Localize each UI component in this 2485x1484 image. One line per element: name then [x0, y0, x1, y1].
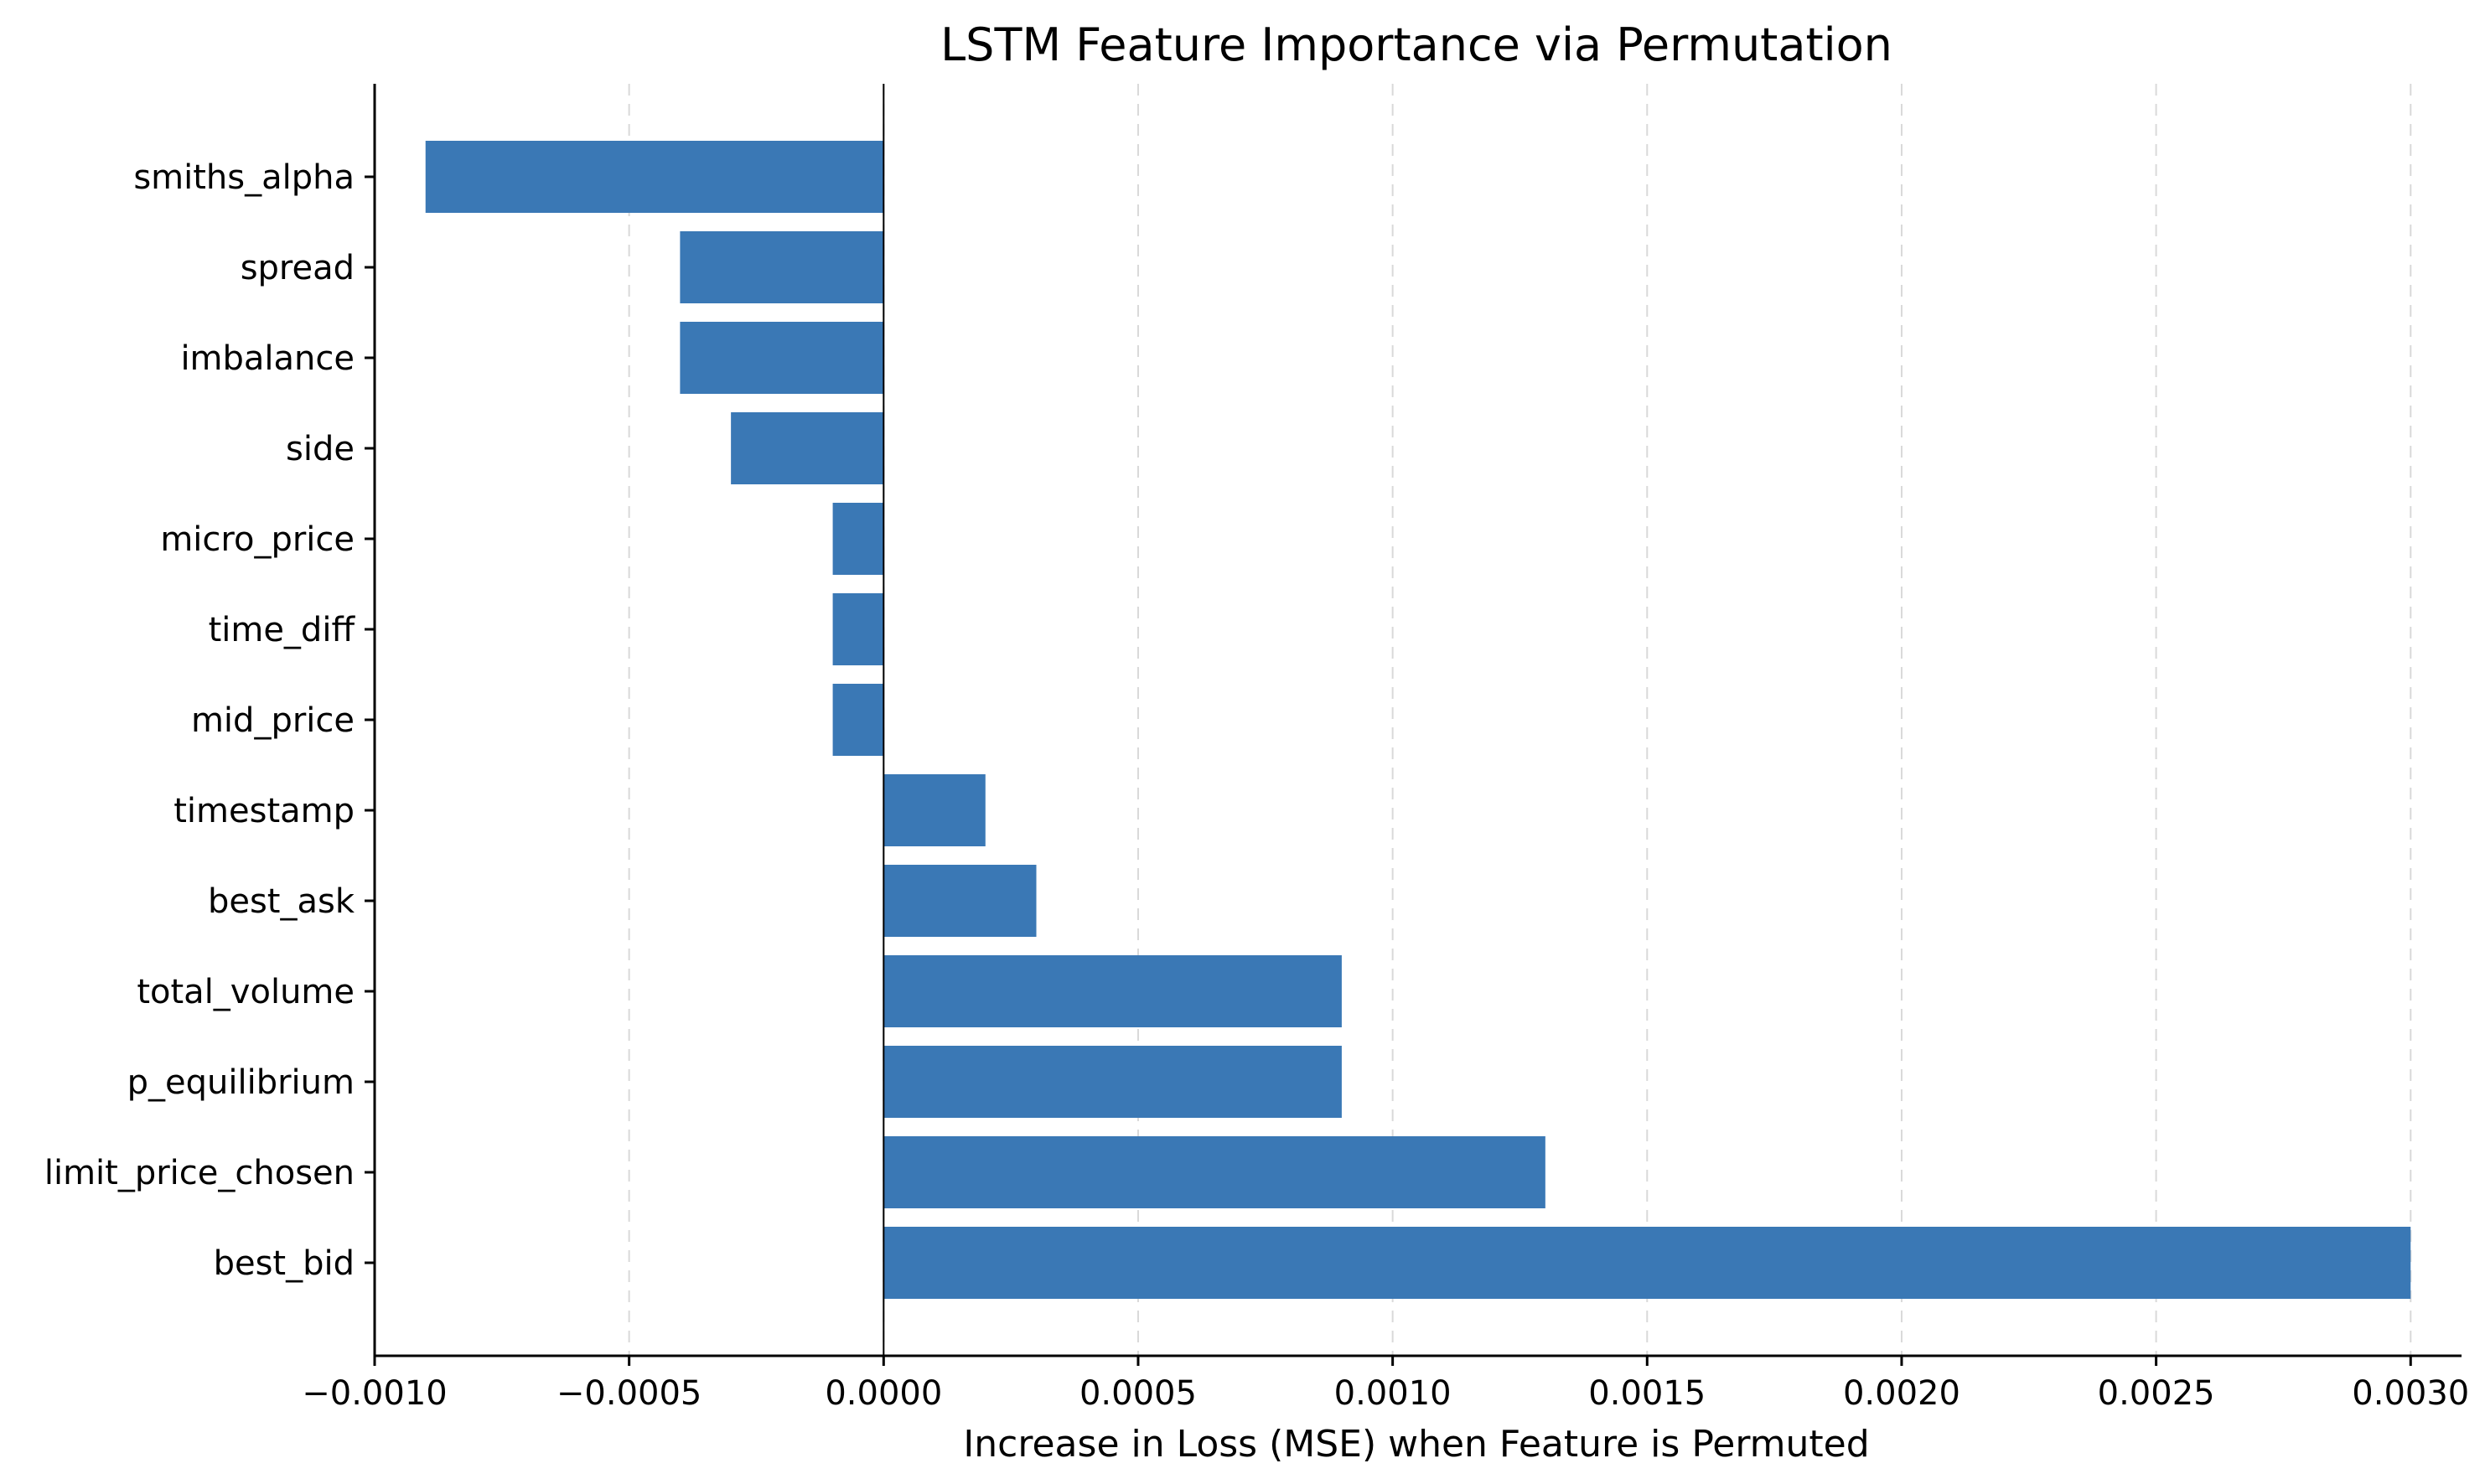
y-tick-label: mid_price [191, 701, 355, 740]
chart-title: LSTM Feature Importance via Permutation [940, 18, 1892, 71]
x-tick-label: 0.0020 [1843, 1374, 1960, 1413]
x-tick-label: 0.0025 [2098, 1374, 2215, 1413]
x-tick-label: 0.0010 [1334, 1374, 1452, 1413]
x-tick-labels: −0.0010 −0.0005 0.0000 0.0005 0.0010 0.0015 0.… [302, 1356, 2469, 1413]
y-tick-label: micro_price [160, 520, 355, 559]
y-tick-label: total_volume [137, 973, 355, 1011]
bar-smiths-alpha [425, 141, 884, 213]
bar-time-diff [832, 593, 884, 665]
x-tick-label: −0.0005 [557, 1374, 701, 1413]
y-tick-label: spread [241, 249, 355, 287]
bar-imbalance [680, 322, 884, 394]
y-tick-label: limit_price_chosen [44, 1154, 355, 1192]
y-tick-label: p_equilibrium [127, 1063, 355, 1102]
y-tick-label: side [286, 430, 355, 468]
x-tick-label: 0.0030 [2352, 1374, 2469, 1413]
y-tick-label: time_diff [209, 611, 356, 649]
x-tick-label: 0.0005 [1079, 1374, 1197, 1413]
y-tick-label: smiths_alpha [133, 158, 355, 197]
bar-p-equilibrium [883, 1046, 1342, 1118]
bar-mid-price [832, 684, 884, 756]
x-tick-label: 0.0000 [825, 1374, 942, 1413]
bar-best-bid [883, 1227, 2411, 1299]
y-tick-label: best_bid [214, 1244, 355, 1283]
bar-limit-price-chosen [883, 1136, 1545, 1208]
bars [425, 141, 2411, 1299]
y-tick-label: timestamp [173, 792, 355, 830]
y-tick-label: best_ask [208, 882, 355, 921]
x-tick-label: 0.0015 [1588, 1374, 1706, 1413]
bar-side [731, 412, 884, 484]
bar-best-ask [883, 865, 1037, 937]
bar-spread [680, 231, 884, 303]
bar-timestamp [883, 774, 986, 846]
x-tick-label: −0.0010 [302, 1374, 447, 1413]
y-tick-label: imbalance [180, 339, 355, 378]
bar-total-volume [883, 955, 1342, 1027]
x-axis-label: Increase in Loss (MSE) when Feature is P… [963, 1423, 1869, 1466]
bar-micro-price [832, 503, 884, 575]
